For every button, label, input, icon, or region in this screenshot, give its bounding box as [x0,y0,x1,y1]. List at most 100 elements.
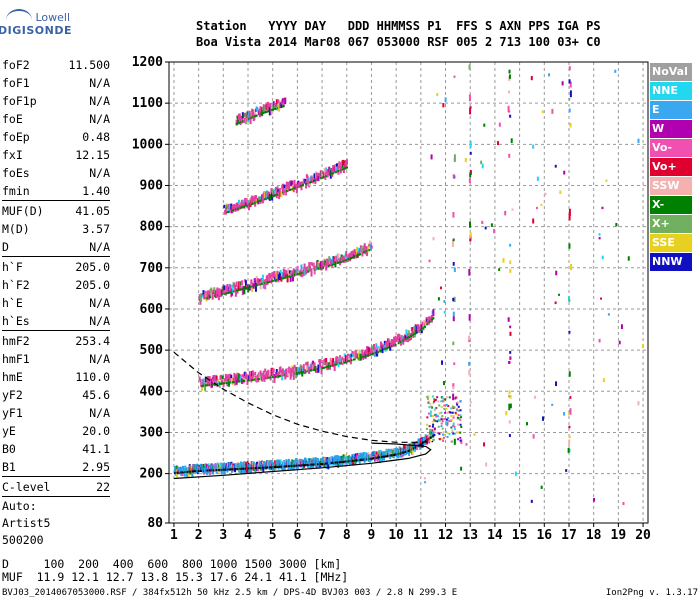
x-tick-label: 1 [170,528,178,543]
echo-point [257,278,260,283]
echo-point [342,166,345,174]
echo-point [252,285,255,288]
echo-point [452,424,455,427]
echo-point [568,425,571,429]
echo-point [450,407,453,410]
echo-point [447,417,450,420]
echo-point [443,436,446,439]
echo-point [431,395,434,398]
echo-point [427,400,430,403]
echo-point [255,284,258,287]
echo-point [451,440,454,443]
param-value: 41.05 [75,204,110,218]
y-tick-label: 1100 [132,96,163,111]
echo-point [459,418,462,421]
header-line1: Station YYYY DAY DDD HHMMSS P1 FFS S AXN… [196,19,601,33]
y-tick-label: 300 [140,425,164,440]
echo-point [350,257,353,260]
param-name: fxI [2,148,23,162]
echo-point [568,108,571,113]
echo-point [449,411,452,414]
echo-point [320,366,323,375]
legend-entry-nne: NNE [650,82,692,100]
echo-point [302,184,305,187]
echo-point [601,255,604,260]
echo-point [273,374,276,383]
echo-point [366,346,369,350]
echo-point [206,296,209,299]
echo-point [446,422,449,425]
echo-point [445,418,448,421]
echo-point [456,417,459,420]
echo-point [329,365,332,368]
echo-point [221,375,224,380]
echo-point [460,439,463,445]
echo-point [223,292,226,295]
echo-point [452,174,455,179]
echo-point [237,207,240,210]
param-name: MUF(D) [2,204,44,218]
echo-point [202,290,205,296]
echo-point [277,99,280,103]
param-row: foEs N/A [2,164,110,182]
echo-point [509,243,512,247]
x-tick-label: 16 [536,528,552,543]
echo-point [380,343,383,347]
echo-point [452,212,455,218]
echo-point [428,434,431,437]
echo-point [555,381,558,387]
echo-point [281,277,284,280]
echo-point [426,423,429,426]
echo-point [250,465,253,474]
echo-point [264,279,267,286]
echo-point [438,419,441,422]
echo-point [255,114,258,117]
echo-point [394,343,397,346]
logo-line1: Lowell [35,11,70,24]
echo-point [265,275,268,280]
echo-point [433,427,436,430]
echo-point [542,416,545,421]
echo-point [569,263,572,271]
echo-point [226,284,229,292]
echo-point [221,379,224,386]
echo-point [232,290,235,293]
echo-point [393,340,396,347]
echo-point [391,339,394,345]
echo-point [460,425,463,428]
echo-point [437,415,440,418]
echo-point [364,349,367,359]
echo-point [441,396,444,399]
echo-point [433,433,436,436]
echo-point [378,450,381,455]
echo-point [421,321,424,329]
echo-point [350,359,353,362]
echo-point [445,420,448,423]
echo-point [536,176,539,181]
echo-point [260,277,263,283]
echo-point [245,462,248,466]
echo-point [229,284,232,293]
echo-point [509,260,512,265]
logo-line2: DIGISONDE [0,24,72,37]
echo-point [457,423,460,426]
echo-point [291,272,294,282]
param-value: 205.0 [75,260,110,274]
echo-point [306,361,309,367]
param-value: 12.15 [75,148,110,162]
echo-point [424,321,427,326]
echo-point [315,266,318,271]
param-name: B1 [2,460,16,474]
echo-point [264,105,267,113]
echo-point [327,460,330,470]
echo-point [509,403,512,409]
echo-point [359,253,362,256]
echo-point [379,349,382,352]
echo-point [569,90,572,98]
echo-point [251,284,254,293]
echo-point [239,461,242,468]
echo-point [443,407,446,410]
echo-point [202,378,205,387]
echo-point [230,374,233,379]
param-row: h`Es N/A [2,312,110,330]
